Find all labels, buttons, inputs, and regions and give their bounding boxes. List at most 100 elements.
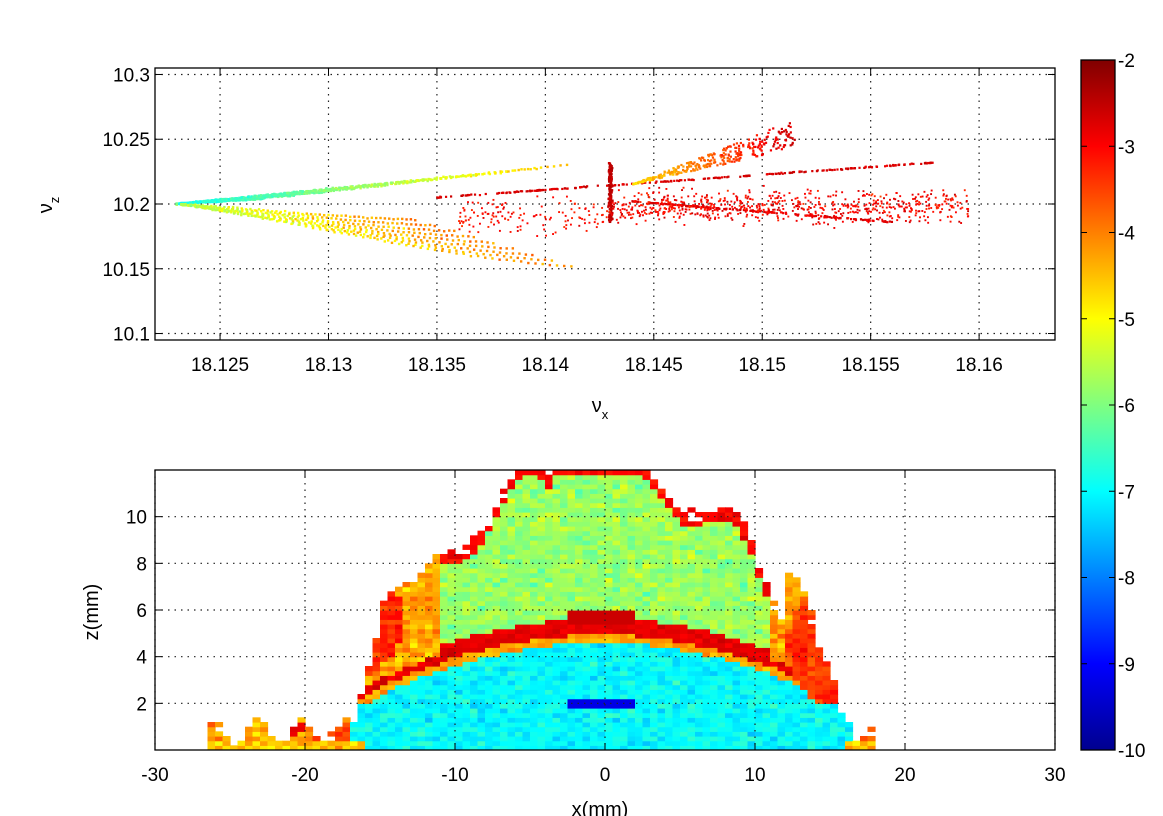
diffusion-cell (642, 479, 651, 485)
tune-point (525, 190, 528, 193)
tune-point (523, 168, 526, 171)
diffusion-cell (462, 586, 471, 592)
diffusion-cell (530, 568, 539, 574)
tune-point (847, 205, 850, 208)
diffusion-cell (522, 726, 531, 732)
tune-point (747, 138, 751, 141)
diffusion-cell (590, 666, 599, 672)
tune-point (646, 203, 649, 206)
diffusion-cell (395, 605, 404, 611)
diffusion-cell (552, 694, 561, 700)
tune-point (710, 162, 713, 165)
diffusion-cell (380, 656, 389, 662)
diffusion-cell (410, 712, 419, 718)
tune-point (584, 208, 587, 210)
tune-point (245, 208, 249, 212)
diffusion-cell (447, 614, 456, 620)
tune-point (402, 227, 406, 230)
tune-point (917, 193, 920, 196)
tune-point (257, 194, 261, 197)
tune-point (697, 163, 700, 167)
diffusion-cell (417, 638, 426, 644)
diffusion-cell (560, 568, 569, 574)
diffusion-cell (597, 479, 606, 485)
diffusion-cell (635, 572, 644, 578)
tune-point (353, 219, 357, 222)
diffusion-cell (432, 684, 441, 690)
diffusion-cell (537, 498, 546, 504)
diffusion-cell (402, 591, 411, 597)
diffusion-cell (605, 619, 614, 625)
diffusion-cell (537, 740, 546, 746)
diffusion-cell (515, 745, 524, 750)
tune-point (468, 230, 471, 233)
diffusion-cell (567, 656, 576, 662)
tune-point (731, 208, 734, 211)
diffusion-cell (560, 619, 569, 625)
diffusion-cell (605, 610, 614, 616)
diffusion-cell (567, 703, 576, 709)
diffusion-cell (635, 558, 644, 564)
diffusion-cell (447, 708, 456, 714)
diffusion-cell (312, 745, 321, 750)
diffusion-cell (522, 563, 531, 569)
diffusion-cell (462, 680, 471, 686)
diffusion-cell (492, 661, 501, 667)
diffusion-cell (507, 726, 516, 732)
tune-point (657, 202, 660, 205)
diffusion-cell (642, 563, 651, 569)
diffusion-cell (642, 502, 651, 508)
tune-point (493, 246, 496, 249)
tune-point (297, 214, 300, 217)
diffusion-cell (537, 572, 546, 578)
diffusion-cell (380, 736, 389, 742)
diffusion-cell (455, 698, 464, 704)
tune-point (316, 224, 319, 227)
tune-point (326, 221, 330, 224)
tune-point (461, 234, 465, 238)
diffusion-cell (605, 493, 614, 499)
tune-point (375, 183, 378, 186)
diffusion-cell (642, 703, 651, 709)
diffusion-cell (605, 661, 614, 667)
tune-point (609, 203, 613, 206)
tune-point (286, 191, 289, 195)
tune-point (204, 207, 207, 210)
tune-point (673, 179, 676, 182)
diffusion-cell (477, 540, 486, 546)
diffusion-cell (552, 610, 561, 616)
diffusion-cell (627, 558, 636, 564)
tune-point (434, 237, 437, 240)
tune-point (391, 221, 394, 225)
diffusion-cell (635, 586, 644, 592)
tune-point (801, 207, 804, 210)
diffusion-cell (477, 736, 486, 742)
tune-point (709, 208, 712, 210)
diffusion-cell (567, 470, 576, 476)
diffusion-cell (537, 736, 546, 742)
diffusion-cell (507, 624, 516, 630)
diffusion-cell (627, 666, 636, 672)
tune-point (608, 194, 612, 197)
diffusion-cell (365, 680, 374, 686)
diffusion-cell (470, 610, 479, 616)
tune-point (856, 211, 859, 214)
diffusion-cell (635, 554, 644, 560)
diffusion-cell (395, 717, 404, 723)
diffusion-cell (612, 540, 621, 546)
tune-point (673, 169, 676, 172)
diffusion-cell (440, 638, 449, 644)
tune-point (831, 201, 834, 204)
diffusion-cell (597, 703, 606, 709)
diffusion-cell (530, 666, 539, 672)
tune-point (876, 218, 878, 220)
diffusion-cell (485, 582, 494, 588)
tune-point (502, 255, 506, 258)
tune-point (844, 167, 848, 170)
diffusion-cell (372, 745, 381, 750)
tune-point (640, 204, 643, 207)
diffusion-cell (575, 722, 584, 728)
diffusion-cell (425, 722, 434, 728)
tune-point (833, 168, 836, 171)
tune-point (777, 130, 780, 133)
